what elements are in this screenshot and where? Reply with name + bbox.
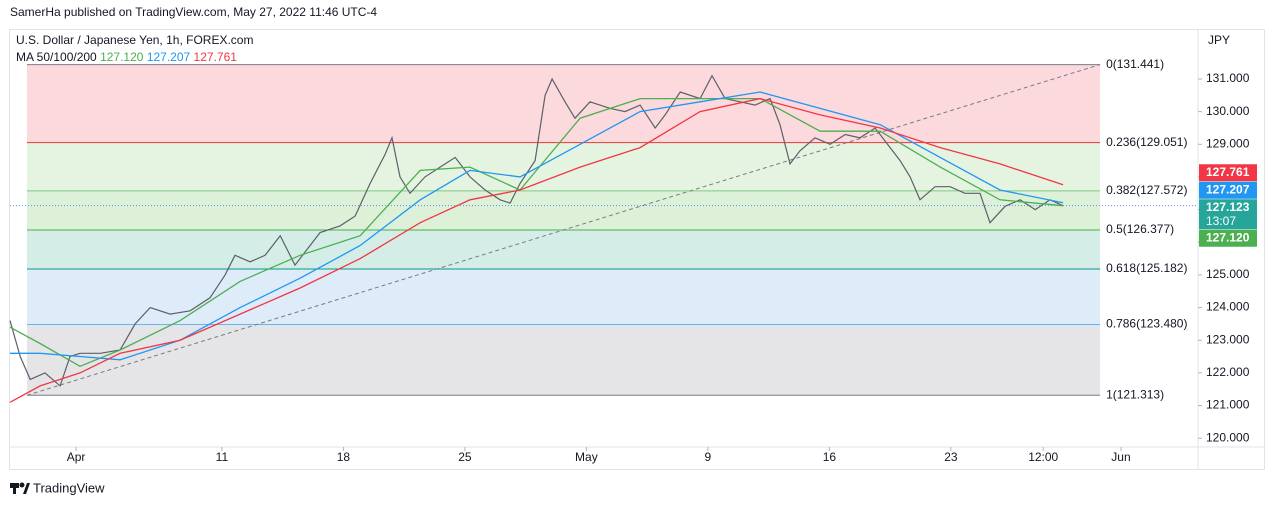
ma-legend-value: 127.120 — [100, 50, 144, 64]
last-value-box — [1199, 199, 1257, 230]
ma-line — [10, 91, 1064, 361]
x-tick-label: May — [575, 450, 598, 464]
fib-label: 0.618(125.182) — [1106, 261, 1187, 275]
fib-band — [27, 142, 1101, 191]
fib-band — [27, 324, 1101, 396]
y-tick-label: 125.000 — [1206, 267, 1250, 281]
x-tick-label: 18 — [337, 450, 351, 464]
y-tick-label: 131.000 — [1206, 71, 1250, 85]
last-value-label: 127.207 — [1206, 182, 1250, 196]
y-tick-label: 121.000 — [1206, 398, 1250, 412]
fib-band — [27, 229, 1101, 269]
y-tick-label: 123.000 — [1206, 332, 1250, 346]
fib-label: 0.5(126.377) — [1106, 222, 1174, 236]
y-tick-label: 129.000 — [1206, 136, 1250, 150]
last-value-box — [1199, 181, 1257, 199]
x-tick-label: Jun — [1111, 450, 1130, 464]
fib-label: 1(121.313) — [1106, 387, 1164, 401]
x-tick-label: 12:00 — [1028, 450, 1058, 464]
x-tick-label: Apr — [67, 450, 86, 464]
frame — [9, 29, 1265, 470]
last-value-box — [1199, 164, 1257, 182]
ma-line — [9, 97, 1064, 403]
y-tick-label: 122.000 — [1206, 365, 1250, 379]
x-tick-label: 16 — [823, 450, 837, 464]
last-value-label: 127.120 — [1206, 230, 1250, 244]
fib-label: 0.236(129.051) — [1106, 135, 1187, 149]
x-tick-label: 11 — [216, 450, 229, 464]
last-value-box — [1199, 229, 1257, 247]
y-axis-label: JPY — [1208, 33, 1230, 47]
countdown: 13:07 — [1206, 214, 1236, 228]
ma-legend-value: 127.761 — [194, 50, 238, 64]
ma-line — [9, 97, 1064, 368]
trendline — [26, 64, 1101, 396]
fib-label: 0(131.441) — [1106, 57, 1164, 71]
last-value-label: 127.123 — [1206, 200, 1250, 214]
fib-band — [27, 64, 1101, 143]
plot: 0(131.441) 0.236(129.051) 0.382(127.572) 0.… — [9, 57, 1198, 403]
footer-brand: TradingView — [33, 480, 105, 495]
fib-band — [27, 190, 1101, 230]
y-tick-label: 120.000 — [1206, 430, 1250, 444]
fib-label: 0.382(127.572) — [1106, 183, 1187, 197]
last-value-label: 127.761 — [1206, 165, 1250, 179]
ma-legend-value: 127.207 — [147, 50, 191, 64]
footer-logo — [10, 482, 30, 494]
price-line — [9, 74, 1064, 387]
y-tick-label: 124.000 — [1206, 300, 1250, 314]
ma-legend-name: MA 50/100/200 — [16, 50, 97, 64]
fib-label: 0.786(123.480) — [1106, 317, 1187, 331]
y-tick-label: 130.000 — [1206, 104, 1250, 118]
x-tick-label: 25 — [458, 450, 472, 464]
ma-legend: MA 50/100/200 127.120 127.207 127.761 — [16, 50, 237, 64]
x-tick-label: 23 — [944, 450, 958, 464]
chart-title: U.S. Dollar / Japanese Yen, 1h, FOREX.co… — [16, 33, 253, 47]
fib-band — [27, 268, 1101, 325]
x-tick-label: 9 — [705, 450, 712, 464]
publish-note: SamerHa published on TradingView.com, Ma… — [10, 5, 377, 19]
